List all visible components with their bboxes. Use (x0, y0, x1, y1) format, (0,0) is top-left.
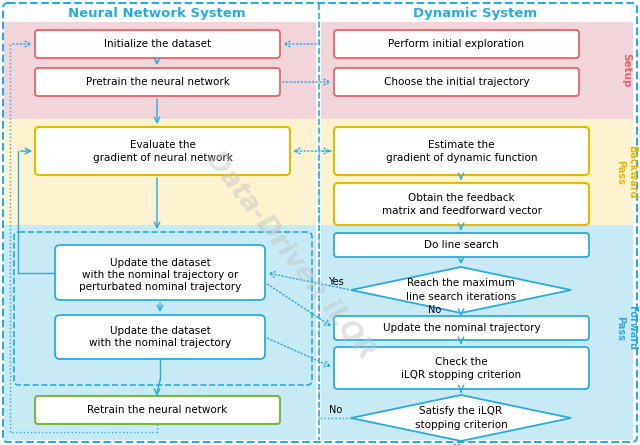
Bar (4, 225, 316, 440)
Polygon shape (351, 267, 571, 313)
Bar (321, 22, 633, 119)
Bar (4, 119, 316, 225)
FancyBboxPatch shape (334, 127, 589, 175)
Text: Reach the maximum: Reach the maximum (407, 278, 515, 288)
Text: with the nominal trajectory or: with the nominal trajectory or (82, 271, 238, 280)
Text: Setup: Setup (621, 53, 631, 87)
FancyBboxPatch shape (35, 127, 290, 175)
Text: iLQR stopping criterion: iLQR stopping criterion (401, 370, 522, 380)
Text: Perform initial exploration: Perform initial exploration (388, 39, 525, 49)
Text: Update the dataset: Update the dataset (109, 326, 211, 336)
FancyBboxPatch shape (334, 68, 579, 96)
Text: Data-Driven iLQR: Data-Driven iLQR (201, 146, 379, 364)
Text: Retrain the neural network: Retrain the neural network (88, 405, 228, 415)
FancyBboxPatch shape (14, 232, 312, 385)
Text: gradient of dynamic function: gradient of dynamic function (386, 153, 537, 163)
Bar (321, 225, 633, 440)
Polygon shape (351, 395, 571, 441)
Text: Estimate the: Estimate the (428, 140, 495, 150)
FancyBboxPatch shape (334, 347, 589, 389)
Text: Evaluate the: Evaluate the (129, 140, 195, 150)
Text: Initialize the dataset: Initialize the dataset (104, 39, 211, 49)
Text: Backward
Pass: Backward Pass (615, 145, 637, 199)
Text: stopping criterion: stopping criterion (415, 420, 508, 430)
FancyBboxPatch shape (35, 396, 280, 424)
Text: Obtain the feedback: Obtain the feedback (408, 193, 515, 203)
Text: Yes: Yes (328, 277, 344, 287)
Text: Neural Network System: Neural Network System (68, 7, 246, 20)
Text: No: No (428, 305, 442, 315)
Text: No: No (330, 405, 342, 415)
Text: gradient of neural network: gradient of neural network (93, 153, 232, 163)
Text: Forward
Pass: Forward Pass (615, 305, 637, 351)
FancyBboxPatch shape (334, 183, 589, 225)
Text: Update the nominal trajectory: Update the nominal trajectory (383, 323, 540, 333)
Text: line search iterations: line search iterations (406, 292, 516, 302)
Bar (321, 119, 633, 225)
FancyBboxPatch shape (35, 68, 280, 96)
Text: Update the dataset: Update the dataset (109, 259, 211, 268)
Text: Do line search: Do line search (424, 240, 499, 250)
Text: perturbated nominal trajectory: perturbated nominal trajectory (79, 283, 241, 292)
FancyBboxPatch shape (334, 30, 579, 58)
FancyBboxPatch shape (35, 30, 280, 58)
Bar (4, 22, 316, 119)
Text: Dynamic System: Dynamic System (413, 7, 537, 20)
Text: Check the: Check the (435, 357, 488, 367)
FancyBboxPatch shape (55, 245, 265, 300)
Text: Choose the initial trajectory: Choose the initial trajectory (384, 77, 529, 87)
FancyBboxPatch shape (334, 233, 589, 257)
Text: with the nominal trajectory: with the nominal trajectory (89, 338, 231, 348)
Text: Yes: Yes (453, 444, 469, 445)
Text: matrix and feedforward vector: matrix and feedforward vector (381, 206, 541, 216)
Text: Satisfy the iLQR: Satisfy the iLQR (419, 406, 502, 416)
FancyBboxPatch shape (334, 316, 589, 340)
FancyBboxPatch shape (55, 315, 265, 359)
Text: Pretrain the neural network: Pretrain the neural network (86, 77, 229, 87)
